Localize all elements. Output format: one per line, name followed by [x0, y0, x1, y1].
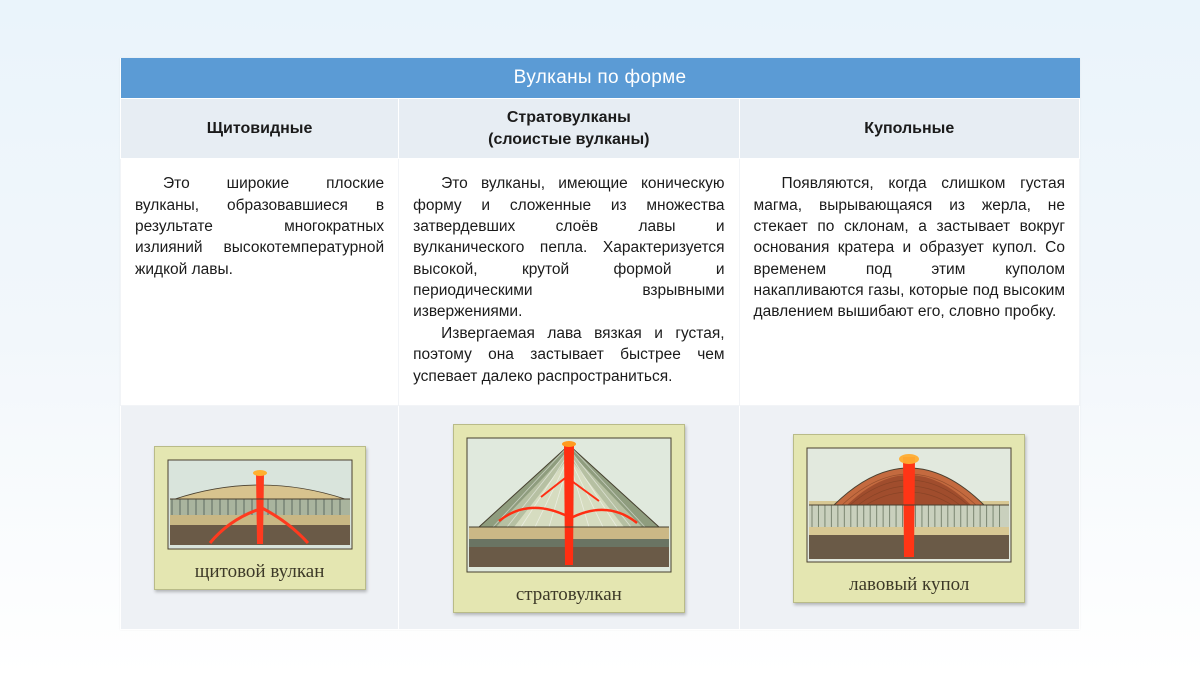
diagram-card-shield: щитовой вулкан — [154, 446, 366, 590]
diagram-cell-shield: щитовой вулкан — [121, 405, 399, 629]
col-header-strato: Стратовулканы(слоистые вулканы) — [399, 99, 739, 159]
desc-dome-p1: Появляются, когда слишком густая магма, … — [754, 173, 1065, 323]
desc-shield: Это широкие плоские вулканы, образовавши… — [121, 159, 399, 406]
col-header-shield: Щитовидные — [121, 99, 399, 159]
desc-strato-p1: Это вулканы, имеющие коническую форму и … — [413, 173, 724, 323]
dome-volcano-diagram — [804, 445, 1014, 565]
description-row: Это широкие плоские вулканы, образовавши… — [121, 159, 1080, 406]
desc-strato-p2: Извергаемая лава вязкая и густая, поэтом… — [413, 323, 724, 387]
shield-volcano-diagram — [165, 457, 355, 552]
diagram-card-strato: стратовулкан — [453, 424, 685, 613]
col-header-strato-text: Стратовулканы(слоистые вулканы) — [488, 109, 649, 148]
caption-shield: щитовой вулкан — [165, 561, 355, 583]
desc-dome: Появляются, когда слишком густая магма, … — [739, 159, 1079, 406]
strato-volcano-diagram — [464, 435, 674, 575]
volcano-table: Вулканы по форме Щитовидные Стратовулкан… — [120, 58, 1080, 630]
diagram-card-dome: лавовый купол — [793, 434, 1025, 603]
diagram-row: щитовой вулкан стратовулкан лавовый купо… — [121, 405, 1080, 629]
caption-dome: лавовый купол — [804, 574, 1014, 596]
diagram-cell-strato: стратовулкан — [399, 405, 739, 629]
diagram-cell-dome: лавовый купол — [739, 405, 1079, 629]
table-title: Вулканы по форме — [121, 58, 1080, 99]
header-row: Щитовидные Стратовулканы(слоистые вулкан… — [121, 99, 1080, 159]
title-row: Вулканы по форме — [121, 58, 1080, 99]
desc-shield-p1: Это широкие плоские вулканы, образовавши… — [135, 173, 384, 280]
desc-strato: Это вулканы, имеющие коническую форму и … — [399, 159, 739, 406]
caption-strato: стратовулкан — [464, 584, 674, 606]
col-header-dome: Купольные — [739, 99, 1079, 159]
